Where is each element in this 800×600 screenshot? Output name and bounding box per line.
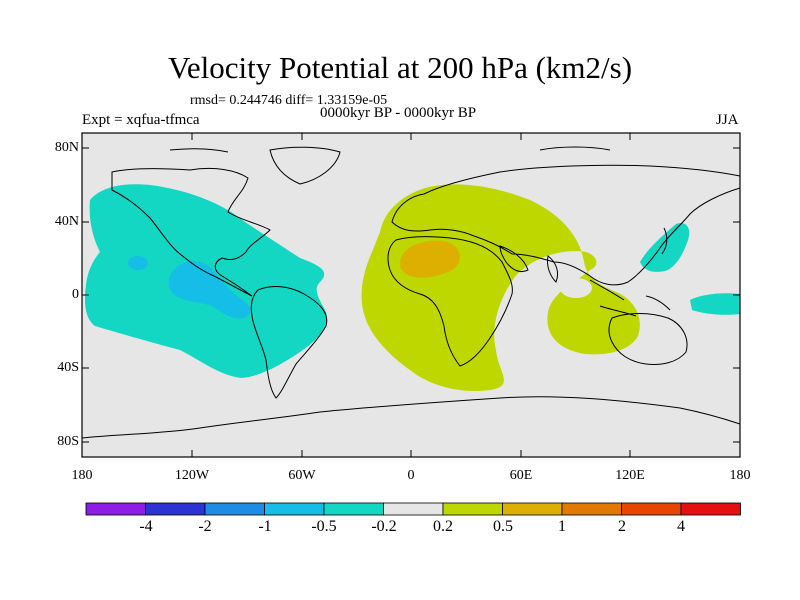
lon-label-60e: 60E <box>509 468 533 483</box>
lat-label-80s: 80S <box>57 434 79 449</box>
colorbar-label: 4 <box>677 518 685 535</box>
colorbar-label: -1 <box>258 518 272 535</box>
lon-label-120w: 120W <box>174 468 210 483</box>
colorbar-label: -2 <box>198 518 212 535</box>
colorbar-swatch <box>561 502 622 516</box>
contour-negative-dateline <box>690 293 740 315</box>
lon-label-60w: 60W <box>288 468 316 483</box>
coast-japan <box>661 227 668 255</box>
coast-se-asia <box>589 279 671 317</box>
colorbar-swatch <box>204 502 265 516</box>
contour-negative-wpacific <box>640 222 690 272</box>
colorbar-swatch <box>85 502 146 516</box>
season-label: JJA <box>716 112 739 128</box>
lat-label-80n: 80N <box>54 140 79 155</box>
contour-negative-inner-2 <box>128 256 148 270</box>
colorbar <box>85 502 741 516</box>
period-label: 0000kyr BP - 0000kyr BP <box>320 105 477 121</box>
coast-north-america <box>111 167 271 297</box>
colorbar-label: -0.2 <box>371 518 397 535</box>
lat-label-0: 0 <box>72 287 79 302</box>
coast-antarctica <box>81 396 741 439</box>
map-title: Velocity Potential at 200 hPa (km2/s) <box>167 50 633 85</box>
coast-australia <box>608 313 688 365</box>
colorbar-swatch <box>442 502 503 516</box>
coast-india <box>547 255 559 283</box>
lon-label-180w: 180 <box>71 468 93 483</box>
lat-ticks <box>82 147 740 443</box>
coast-arabia <box>499 245 529 273</box>
colorbar-swatch <box>145 502 206 516</box>
colorbar-label: -0.5 <box>311 518 337 535</box>
colorbar-label: 2 <box>618 518 626 535</box>
contour-positive-max <box>400 240 460 278</box>
colorbar-swatch <box>621 502 682 516</box>
lon-ticks <box>191 133 631 457</box>
colorbar-swatch <box>383 502 444 516</box>
experiment-label: Expt = xqfua-tfmca <box>82 112 200 128</box>
colorbar-swatch <box>264 502 325 516</box>
colorbar-label: 0.5 <box>493 518 513 535</box>
coast-greenland <box>269 146 341 185</box>
coast-arctic <box>169 146 611 153</box>
contour-negative-inner-1 <box>168 261 251 319</box>
colorbar-label: 0.2 <box>433 518 453 535</box>
lat-label-40s: 40S <box>57 360 79 375</box>
lon-label-120e: 120E <box>615 468 645 483</box>
colorbar-label: 1 <box>558 518 566 535</box>
colorbar-swatch <box>502 502 563 516</box>
coast-africa <box>387 236 513 367</box>
contour-positive-africa <box>361 184 640 392</box>
coastlines <box>81 146 741 439</box>
coast-eurasia <box>391 164 741 286</box>
coast-south-america <box>250 286 328 399</box>
lat-label-40n: 40N <box>54 214 79 229</box>
stats-label: rmsd= 0.244746 diff= 1.33159e-05 <box>190 93 388 108</box>
colorbar-label: -4 <box>139 518 153 535</box>
colorbar-swatch <box>323 502 384 516</box>
colorbar-swatch <box>680 502 741 516</box>
lon-label-180e: 180 <box>729 468 751 483</box>
lon-label-0: 0 <box>407 468 415 483</box>
contour-hole-indian <box>560 278 592 298</box>
